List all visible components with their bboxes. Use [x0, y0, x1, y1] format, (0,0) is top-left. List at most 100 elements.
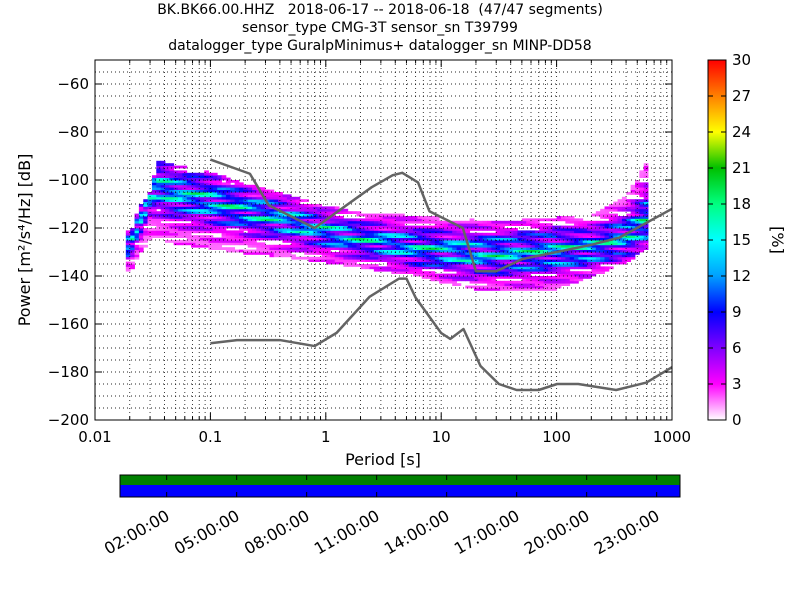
heatmap-cell	[521, 278, 527, 282]
heatmap-cell	[634, 208, 640, 212]
heatmap-cell	[125, 252, 131, 255]
heatmap-cell	[291, 232, 296, 236]
heatmap-cell	[639, 232, 645, 236]
heatmap-cell	[212, 208, 218, 212]
heatmap-cell	[291, 237, 296, 241]
heatmap-cell	[386, 261, 392, 265]
x-tick-label: 100	[542, 428, 571, 446]
heatmap-cell	[195, 223, 201, 226]
heatmap-cell	[352, 232, 357, 236]
heatmap-cell	[195, 201, 201, 205]
heatmap-cell	[530, 285, 536, 289]
heatmap-cell	[604, 213, 610, 217]
heatmap-cell	[582, 261, 588, 265]
heatmap-cell	[621, 225, 627, 229]
heatmap-cell	[195, 220, 201, 224]
heatmap-cell	[395, 247, 401, 250]
heatmap-cell	[495, 264, 501, 267]
heatmap-cell	[391, 261, 397, 265]
heatmap-cell	[326, 259, 331, 262]
heatmap-cell	[247, 194, 253, 198]
heatmap-cell	[269, 232, 275, 236]
heatmap-cell	[286, 237, 292, 241]
heatmap-cell	[604, 206, 610, 210]
heatmap-cell	[621, 206, 627, 210]
heatmap-cell	[508, 249, 514, 253]
heatmap-cell	[530, 280, 536, 284]
heatmap-cell	[426, 276, 431, 279]
heatmap-cell	[291, 249, 296, 253]
heatmap-cell	[278, 216, 283, 219]
heatmap-cell	[378, 213, 383, 217]
heatmap-cell	[591, 249, 597, 253]
heatmap-cell	[373, 230, 379, 234]
heatmap-cell	[495, 228, 501, 231]
heatmap-cell	[621, 216, 627, 219]
heatmap-cell	[543, 225, 549, 229]
heatmap-cell	[617, 261, 623, 265]
heatmap-cell	[578, 237, 584, 241]
chart-title-line-1: BK.BK66.00.HHZ 2018-06-17 -- 2018-06-18 …	[157, 2, 603, 18]
heatmap-cell	[600, 232, 605, 236]
heatmap-cell	[343, 240, 349, 243]
heatmap-cell	[547, 271, 553, 274]
heatmap-cell	[643, 196, 649, 200]
heatmap-cell	[530, 223, 536, 226]
heatmap-cell	[543, 285, 549, 289]
heatmap-cell	[156, 170, 162, 174]
heatmap-cell	[460, 220, 466, 224]
heatmap-cell	[299, 232, 305, 236]
heatmap-cell	[347, 259, 353, 262]
heatmap-cell	[356, 240, 362, 243]
heatmap-cell	[473, 252, 479, 255]
heatmap-cell	[326, 213, 331, 217]
heatmap-cell	[295, 199, 301, 202]
heatmap-cell	[169, 213, 175, 217]
heatmap-cell	[308, 256, 314, 260]
heatmap-cell	[491, 271, 497, 274]
heatmap-cell	[469, 237, 475, 241]
heatmap-cell	[430, 235, 436, 238]
heatmap-cell	[539, 235, 544, 238]
heatmap-cell	[500, 240, 505, 243]
heatmap-cell	[621, 208, 627, 212]
heatmap-cell	[382, 228, 388, 231]
heatmap-cell	[304, 247, 309, 250]
heatmap-cell	[460, 240, 466, 243]
heatmap-cell	[182, 196, 188, 200]
heatmap-cell	[269, 213, 275, 217]
heatmap-cell	[413, 268, 418, 272]
heatmap-cell	[530, 283, 536, 286]
heatmap-cell	[326, 237, 331, 241]
heatmap-cell	[552, 249, 558, 253]
heatmap-cell	[643, 228, 649, 231]
heatmap-cell	[217, 187, 222, 190]
heatmap-cell	[304, 204, 309, 207]
heatmap-cell	[125, 235, 131, 238]
heatmap-cell	[543, 256, 549, 260]
heatmap-cell	[138, 235, 144, 238]
heatmap-cell	[204, 199, 209, 202]
heatmap-cell	[465, 232, 471, 236]
heatmap-cell	[130, 244, 135, 248]
heatmap-cell	[639, 249, 645, 253]
x-tick-label: 1000	[653, 428, 691, 446]
heatmap-cell	[212, 182, 218, 186]
heatmap-cell	[417, 225, 423, 229]
heatmap-cell	[434, 218, 440, 222]
heatmap-cell	[165, 235, 170, 238]
heatmap-cell	[469, 276, 475, 279]
heatmap-cell	[460, 244, 466, 248]
heatmap-cell	[386, 230, 392, 234]
heatmap-cell	[386, 266, 392, 270]
heatmap-cell	[500, 259, 505, 262]
heatmap-cell	[608, 228, 614, 231]
heatmap-cell	[452, 283, 457, 286]
heatmap-cell	[191, 237, 196, 241]
heatmap-cell	[352, 249, 357, 253]
heatmap-cell	[204, 175, 209, 178]
heatmap-cell	[165, 225, 170, 229]
heatmap-cell	[630, 201, 636, 205]
heatmap-cell	[178, 228, 183, 231]
heatmap-cell	[308, 244, 314, 248]
